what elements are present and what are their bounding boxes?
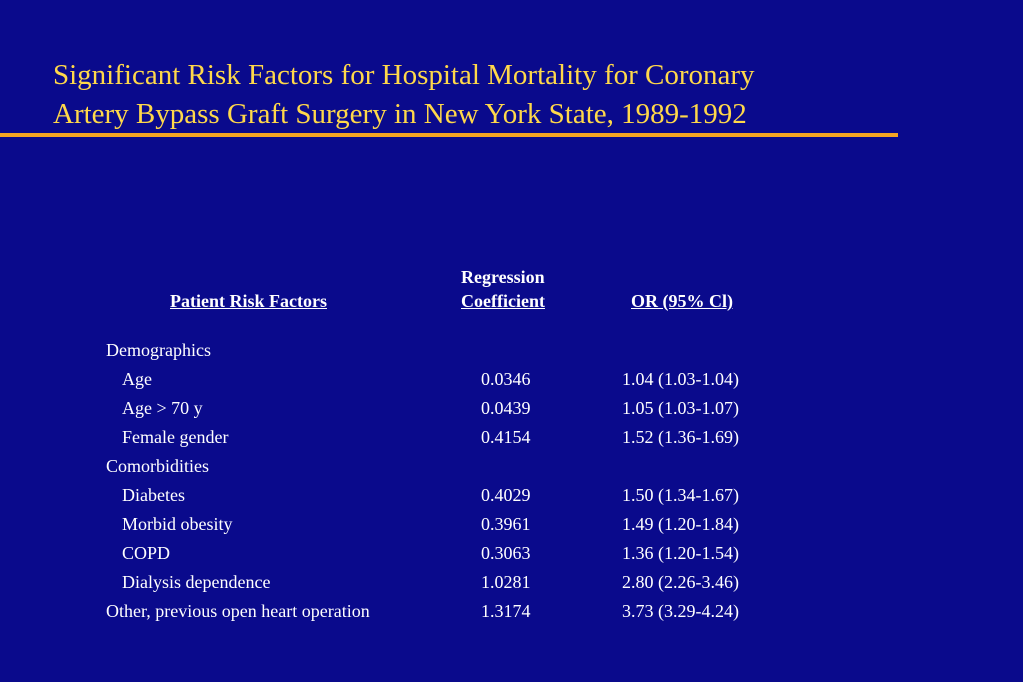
cell-odds-ratio: 1.04 (1.03-1.04) — [622, 369, 739, 389]
header-regression-coefficient: Regression Coefficient — [461, 265, 545, 313]
cell-odds-ratio: 1.50 (1.34-1.67) — [622, 485, 739, 505]
cell-odds-ratio: 1.36 (1.20-1.54) — [622, 543, 739, 563]
table-row: Age > 70 y 0.0439 1.05 (1.03-1.07) — [0, 394, 1023, 423]
cell-risk-factor: Dialysis dependence — [122, 572, 271, 592]
header-coef-line-1: Regression — [461, 267, 545, 287]
cell-regression-coefficient: 1.3174 — [481, 601, 531, 621]
title-line-1: Significant Risk Factors for Hospital Mo… — [53, 59, 755, 91]
title-divider — [0, 133, 898, 137]
cell-regression-coefficient: 1.0281 — [481, 572, 531, 592]
cell-regression-coefficient: 0.4154 — [481, 427, 531, 447]
cell-risk-factor: Demographics — [106, 340, 211, 360]
table-row: COPD 0.3063 1.36 (1.20-1.54) — [0, 539, 1023, 568]
table-row: Age 0.0346 1.04 (1.03-1.04) — [0, 365, 1023, 394]
table-row: Diabetes 0.4029 1.50 (1.34-1.67) — [0, 481, 1023, 510]
table-row: Dialysis dependence 1.0281 2.80 (2.26-3.46… — [0, 568, 1023, 597]
cell-risk-factor: Age — [122, 369, 152, 389]
header-odds-ratio-label: OR (95% Cl) — [631, 291, 733, 311]
cell-regression-coefficient: 0.3961 — [481, 514, 531, 534]
table-row: Female gender 0.4154 1.52 (1.36-1.69) — [0, 423, 1023, 452]
header-patient-risk-factors-label: Patient Risk Factors — [170, 291, 327, 311]
table-row: Other, previous open heart operation 1.31… — [0, 597, 1023, 626]
table-row: Morbid obesity 0.3961 1.49 (1.20-1.84) — [0, 510, 1023, 539]
cell-odds-ratio: 1.05 (1.03-1.07) — [622, 398, 739, 418]
cell-risk-factor: Female gender — [122, 427, 229, 447]
table-row: Demographics — [0, 336, 1023, 365]
cell-regression-coefficient: 0.0346 — [481, 369, 531, 389]
cell-odds-ratio: 1.49 (1.20-1.84) — [622, 514, 739, 534]
cell-odds-ratio: 1.52 (1.36-1.69) — [622, 427, 739, 447]
cell-odds-ratio: 2.80 (2.26-3.46) — [622, 572, 739, 592]
cell-risk-factor: Other, previous open heart operation — [106, 601, 370, 621]
header-patient-risk-factors: Patient Risk Factors — [170, 289, 327, 313]
header-odds-ratio: OR (95% Cl) — [631, 289, 733, 313]
cell-risk-factor: COPD — [122, 543, 171, 563]
slide-title: Significant Risk Factors for Hospital Mo… — [53, 56, 893, 134]
table-row: Comorbidities — [0, 452, 1023, 481]
cell-regression-coefficient: 0.4029 — [481, 485, 531, 505]
cell-risk-factor: Diabetes — [122, 485, 185, 505]
cell-regression-coefficient: 0.3063 — [481, 543, 531, 563]
cell-risk-factor: Morbid obesity — [122, 514, 233, 534]
title-line-2: Artery Bypass Graft Surgery in New York … — [53, 98, 747, 130]
cell-regression-coefficient: 0.0439 — [481, 398, 531, 418]
cell-risk-factor: Comorbidities — [106, 456, 209, 476]
cell-risk-factor: Age > 70 y — [122, 398, 203, 418]
header-coef-line-2: Coefficient — [461, 291, 545, 311]
cell-odds-ratio: 3.73 (3.29-4.24) — [622, 601, 739, 621]
